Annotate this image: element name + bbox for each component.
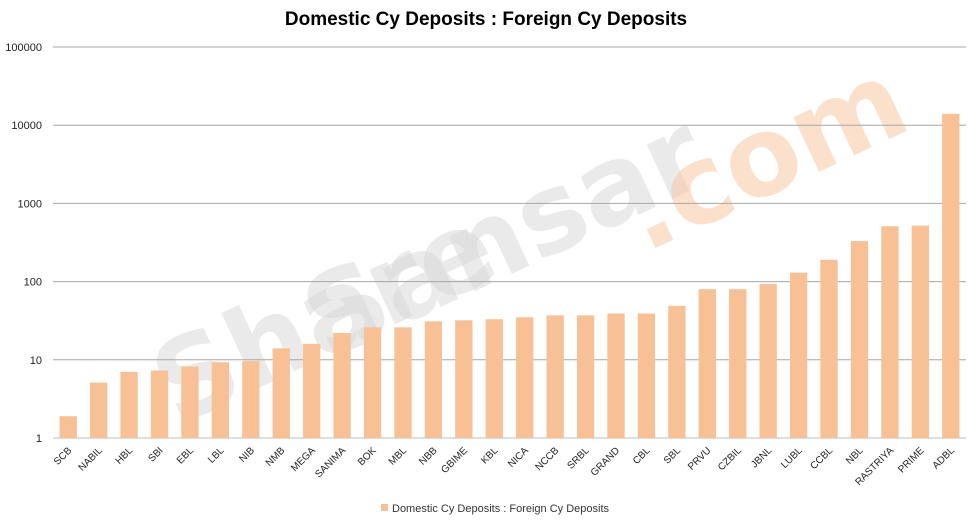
bar-sbl [668,305,686,438]
x-tick-label: SBL [662,445,683,466]
x-tick-label: CCBL [809,445,836,472]
bar-bok [363,327,382,438]
bar-mega [303,343,321,438]
y-tick-label: 10 [30,355,42,367]
y-tick-label: 100 [24,277,42,289]
y-tick-label: 1 [36,433,42,445]
bar-ebl [181,366,199,438]
y-tick-label: 100000 [5,42,42,54]
x-tick-label: PRVU [686,445,713,472]
chart-title: Domestic Cy Deposits : Foreign Cy Deposi… [285,9,687,30]
bar-prvu [698,289,716,438]
x-tick-label: NMB [264,445,288,469]
bar-prime [911,225,930,438]
x-tick-label: BOK [356,445,379,468]
bar-srbl [576,315,595,438]
legend: Domestic Cy Deposits : Foreign Cy Deposi… [381,503,610,515]
bar-czbil [729,289,747,438]
bar-adbl [942,113,960,438]
x-tick-label: GBIME [439,445,470,476]
x-tick-label: NICA [506,445,531,470]
y-axis: 1 10 100 1000 10000 100000 [5,42,42,445]
bar-mbl [394,327,412,438]
bar-kbl [485,319,503,438]
bar-grand [607,313,625,438]
bar-nmb [272,348,290,438]
x-tick-label: SCB [52,445,75,468]
legend-label: Domestic Cy Deposits : Foreign Cy Deposi… [392,503,610,515]
x-tick-label: EBL [175,445,196,466]
bars [59,113,960,438]
bar-hbl [120,371,138,438]
bar-lubl [789,272,808,438]
x-tick-label: KBL [479,445,500,466]
bar-lbl [211,362,230,438]
x-tick-label: MEGA [289,445,318,474]
x-tick-label: LBL [206,445,227,466]
x-tick-label: CZBIL [716,445,744,473]
bar-nccb [546,315,564,438]
bar-ccbl [820,259,838,438]
x-tick-label: HBL [114,445,136,467]
y-tick-label: 1000 [18,198,42,210]
x-tick-label: SRBL [565,445,592,472]
bar-sbi [150,370,169,438]
bar-nib [242,361,260,438]
x-tick-label: NBB [417,445,440,468]
x-tick-label: ADBL [931,445,958,472]
x-tick-label: CBL [631,445,653,467]
watermark-com: .com [602,35,925,277]
bar-jbnl [759,284,777,438]
bar-nabil [89,382,108,438]
x-tick-label: SANIMA [313,445,348,480]
bar-nica [516,317,534,438]
bar-nbl [850,241,869,438]
x-tick-label: NIB [237,445,257,465]
x-tick-label: JBNL [749,445,774,470]
bar-rastriya [881,226,899,438]
x-tick-label: PRIME [896,445,926,475]
gridlines [53,46,966,439]
bar-gbime [455,320,473,438]
x-tick-label: NCCB [533,445,561,473]
x-tick-label: NBL [844,445,866,467]
x-tick-label: LUBL [779,445,805,471]
x-tick-label: NABIL [77,445,106,474]
bar-scb [59,416,77,438]
x-tick-label: SBI [146,445,165,464]
bar-cbl [637,313,656,438]
bar-sanima [333,333,351,438]
bar-nbb [424,321,443,438]
y-tick-label: 10000 [11,120,42,132]
legend-swatch [381,504,388,511]
x-tick-label: GRAND [589,445,622,478]
x-tick-label: MBL [387,445,410,468]
